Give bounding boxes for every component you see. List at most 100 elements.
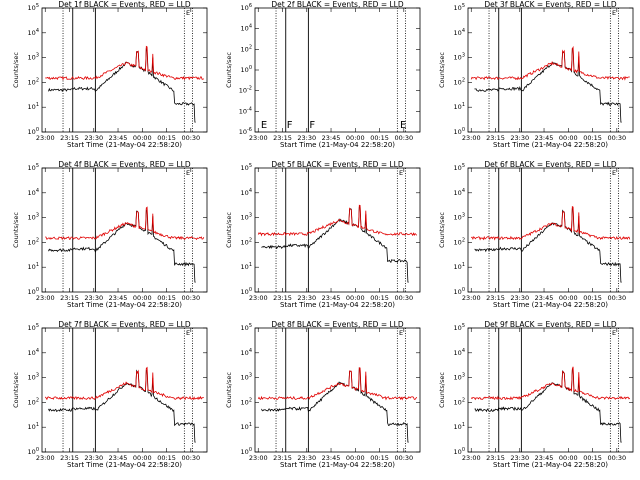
x-tick-label: 23:15 (273, 294, 292, 302)
x-tick-label: 23:00 (462, 454, 481, 462)
x-axis-label: Start Time (21-May-04 22:58:20) (280, 301, 395, 309)
y-tick-label: 100 (28, 127, 39, 136)
x-tick-label: 00:30 (394, 134, 413, 142)
y-tick-exponent: 5 (462, 3, 465, 9)
corner-marker: E (186, 9, 190, 17)
y-tick-label: 105 (241, 163, 252, 172)
y-tick-exponent: 3 (36, 53, 39, 59)
detector-panel: Det 3f BLACK = Events, RED = LLD Counts/s… (438, 0, 634, 149)
x-tick-label: 00:00 (346, 134, 365, 142)
y-tick-label: 103 (28, 53, 39, 62)
x-tick-label: 23:30 (297, 454, 316, 462)
x-tick-label: 23:00 (462, 134, 481, 142)
plot-frame (41, 7, 208, 133)
x-tick-label: 23:30 (84, 454, 103, 462)
x-tick-label: 23:15 (60, 294, 79, 302)
x-axis-label: Start Time (21-May-04 22:58:20) (493, 141, 608, 149)
x-tick-label: 00:00 (133, 294, 152, 302)
panel-title: Det 2f BLACK = Events, RED = LLD (271, 0, 404, 9)
plot-frame (467, 167, 634, 293)
x-tick-label: 23:30 (297, 134, 316, 142)
y-tick-label: 104 (241, 188, 252, 197)
x-tick-label: 23:00 (249, 454, 268, 462)
plot-frame (467, 327, 634, 453)
lld-series-line (44, 366, 204, 401)
y-tick-exponent: 4 (249, 188, 252, 194)
x-tick-label: 00:00 (133, 134, 152, 142)
y-tick-label: 105 (241, 323, 252, 332)
y-tick-exponent: 4 (462, 28, 465, 34)
y-tick-exponent: 0 (462, 127, 465, 133)
y-tick-exponent: 3 (462, 53, 465, 59)
y-axis-label: Counts/sec (12, 212, 20, 248)
y-tick-exponent: 1 (36, 422, 39, 428)
y-tick-exponent: 1 (462, 422, 465, 428)
x-axis-label: Start Time (21-May-04 22:58:20) (493, 301, 608, 309)
x-tick-label: 00:15 (370, 454, 389, 462)
x-tick-label: 00:15 (157, 134, 176, 142)
corner-marker: E (186, 329, 190, 337)
y-axis-label: Counts/sec (438, 372, 446, 408)
y-tick-label: 104 (28, 28, 39, 37)
y-axis-label: Counts/sec (225, 52, 233, 88)
y-tick-exponent: 2 (462, 397, 465, 403)
y-tick-exponent: -2 (247, 86, 252, 92)
y-tick-label: 10-2 (239, 86, 252, 95)
x-tick-label: 00:30 (607, 294, 626, 302)
x-tick-label: 23:00 (36, 134, 55, 142)
y-tick-label: 102 (28, 397, 39, 406)
detector-panel: Det 2f BLACK = Events, RED = LLD Counts/s… (225, 0, 421, 149)
detector-panel: Det 8f BLACK = Events, RED = LLD Counts/s… (225, 320, 421, 469)
y-tick-exponent: 4 (36, 28, 39, 34)
y-tick-label: 103 (454, 373, 465, 382)
x-tick-label: 23:45 (535, 134, 554, 142)
x-tick-label: 23:00 (462, 294, 481, 302)
event-marker: F (287, 120, 293, 131)
event-marker: E (261, 120, 267, 131)
y-tick-exponent: 3 (36, 373, 39, 379)
y-tick-label: 103 (28, 373, 39, 382)
plot-frame (254, 327, 421, 453)
y-tick-exponent: 2 (462, 77, 465, 83)
y-tick-exponent: 0 (462, 447, 465, 453)
y-axis-label: Counts/sec (225, 372, 233, 408)
y-tick-exponent: 0 (249, 447, 252, 453)
detector-panel: Det 9f BLACK = Events, RED = LLD Counts/s… (438, 320, 634, 469)
corner-marker: E (612, 9, 616, 17)
y-tick-label: 102 (454, 77, 465, 86)
y-tick-label: 104 (454, 188, 465, 197)
y-tick-exponent: 5 (36, 3, 39, 9)
y-axis-label: Counts/sec (438, 52, 446, 88)
y-tick-exponent: 5 (462, 163, 465, 169)
y-tick-label: 106 (241, 3, 252, 12)
x-tick-label: 23:30 (84, 134, 103, 142)
x-tick-label: 00:15 (157, 294, 176, 302)
y-tick-exponent: 1 (462, 262, 465, 268)
x-tick-label: 00:30 (181, 134, 200, 142)
x-tick-label: 23:30 (297, 294, 316, 302)
lld-series-line (45, 45, 205, 81)
x-tick-label: 23:45 (109, 294, 128, 302)
lld-series-line (470, 45, 630, 81)
y-axis-label: Counts/sec (12, 372, 20, 408)
x-tick-label: 00:30 (394, 454, 413, 462)
y-tick-label: 103 (241, 213, 252, 222)
x-axis-label: Start Time (21-May-04 22:58:20) (280, 461, 395, 469)
y-tick-exponent: 2 (249, 237, 252, 243)
y-tick-exponent: 4 (462, 188, 465, 194)
y-tick-label: 105 (28, 323, 39, 332)
y-tick-label: 102 (454, 397, 465, 406)
y-tick-label: 103 (28, 213, 39, 222)
x-tick-label: 23:30 (510, 294, 529, 302)
y-tick-label: 102 (241, 44, 252, 53)
y-tick-label: 104 (454, 348, 465, 357)
y-tick-exponent: 3 (249, 373, 252, 379)
y-tick-exponent: -4 (247, 106, 252, 112)
x-tick-label: 00:00 (346, 454, 365, 462)
y-tick-label: 105 (454, 163, 465, 172)
y-tick-label: 101 (28, 262, 39, 271)
y-tick-exponent: 0 (36, 447, 39, 453)
x-tick-label: 23:15 (486, 454, 505, 462)
y-tick-label: 10-6 (239, 127, 252, 136)
